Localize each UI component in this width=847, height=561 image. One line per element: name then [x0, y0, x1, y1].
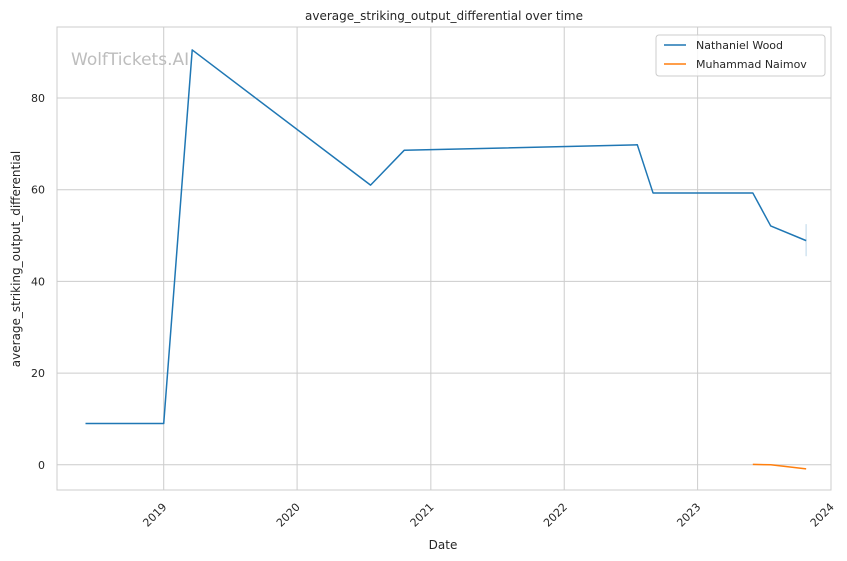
- chart-title: average_striking_output_differential ove…: [305, 9, 583, 23]
- series-layer: [85, 49, 807, 470]
- legend-box: [655, 34, 826, 77]
- y-axis-title: average_striking_output_differential: [9, 151, 23, 367]
- y-tick-label: 80: [31, 92, 45, 105]
- watermark: WolfTickets.AI: [71, 50, 189, 70]
- y-tick-label: 60: [31, 184, 45, 197]
- series-line-muhammad-naimov: [752, 463, 807, 470]
- y-tick-label: 40: [31, 275, 45, 288]
- plot-frame: [56, 26, 832, 491]
- legend-label-nathaniel-wood: Nathaniel Wood: [696, 39, 783, 52]
- y-axis-ticks: 0 20 40 60 80: [31, 92, 45, 472]
- y-tick-label: 20: [31, 367, 45, 380]
- y-tick-label: 0: [38, 459, 45, 472]
- x-axis-title: Date: [429, 538, 458, 552]
- legend-label-muhammad-naimov: Muhammad Naimov: [696, 58, 807, 71]
- legend: Nathaniel Wood Muhammad Naimov: [655, 34, 826, 77]
- series-line-nathaniel-wood: [85, 49, 807, 425]
